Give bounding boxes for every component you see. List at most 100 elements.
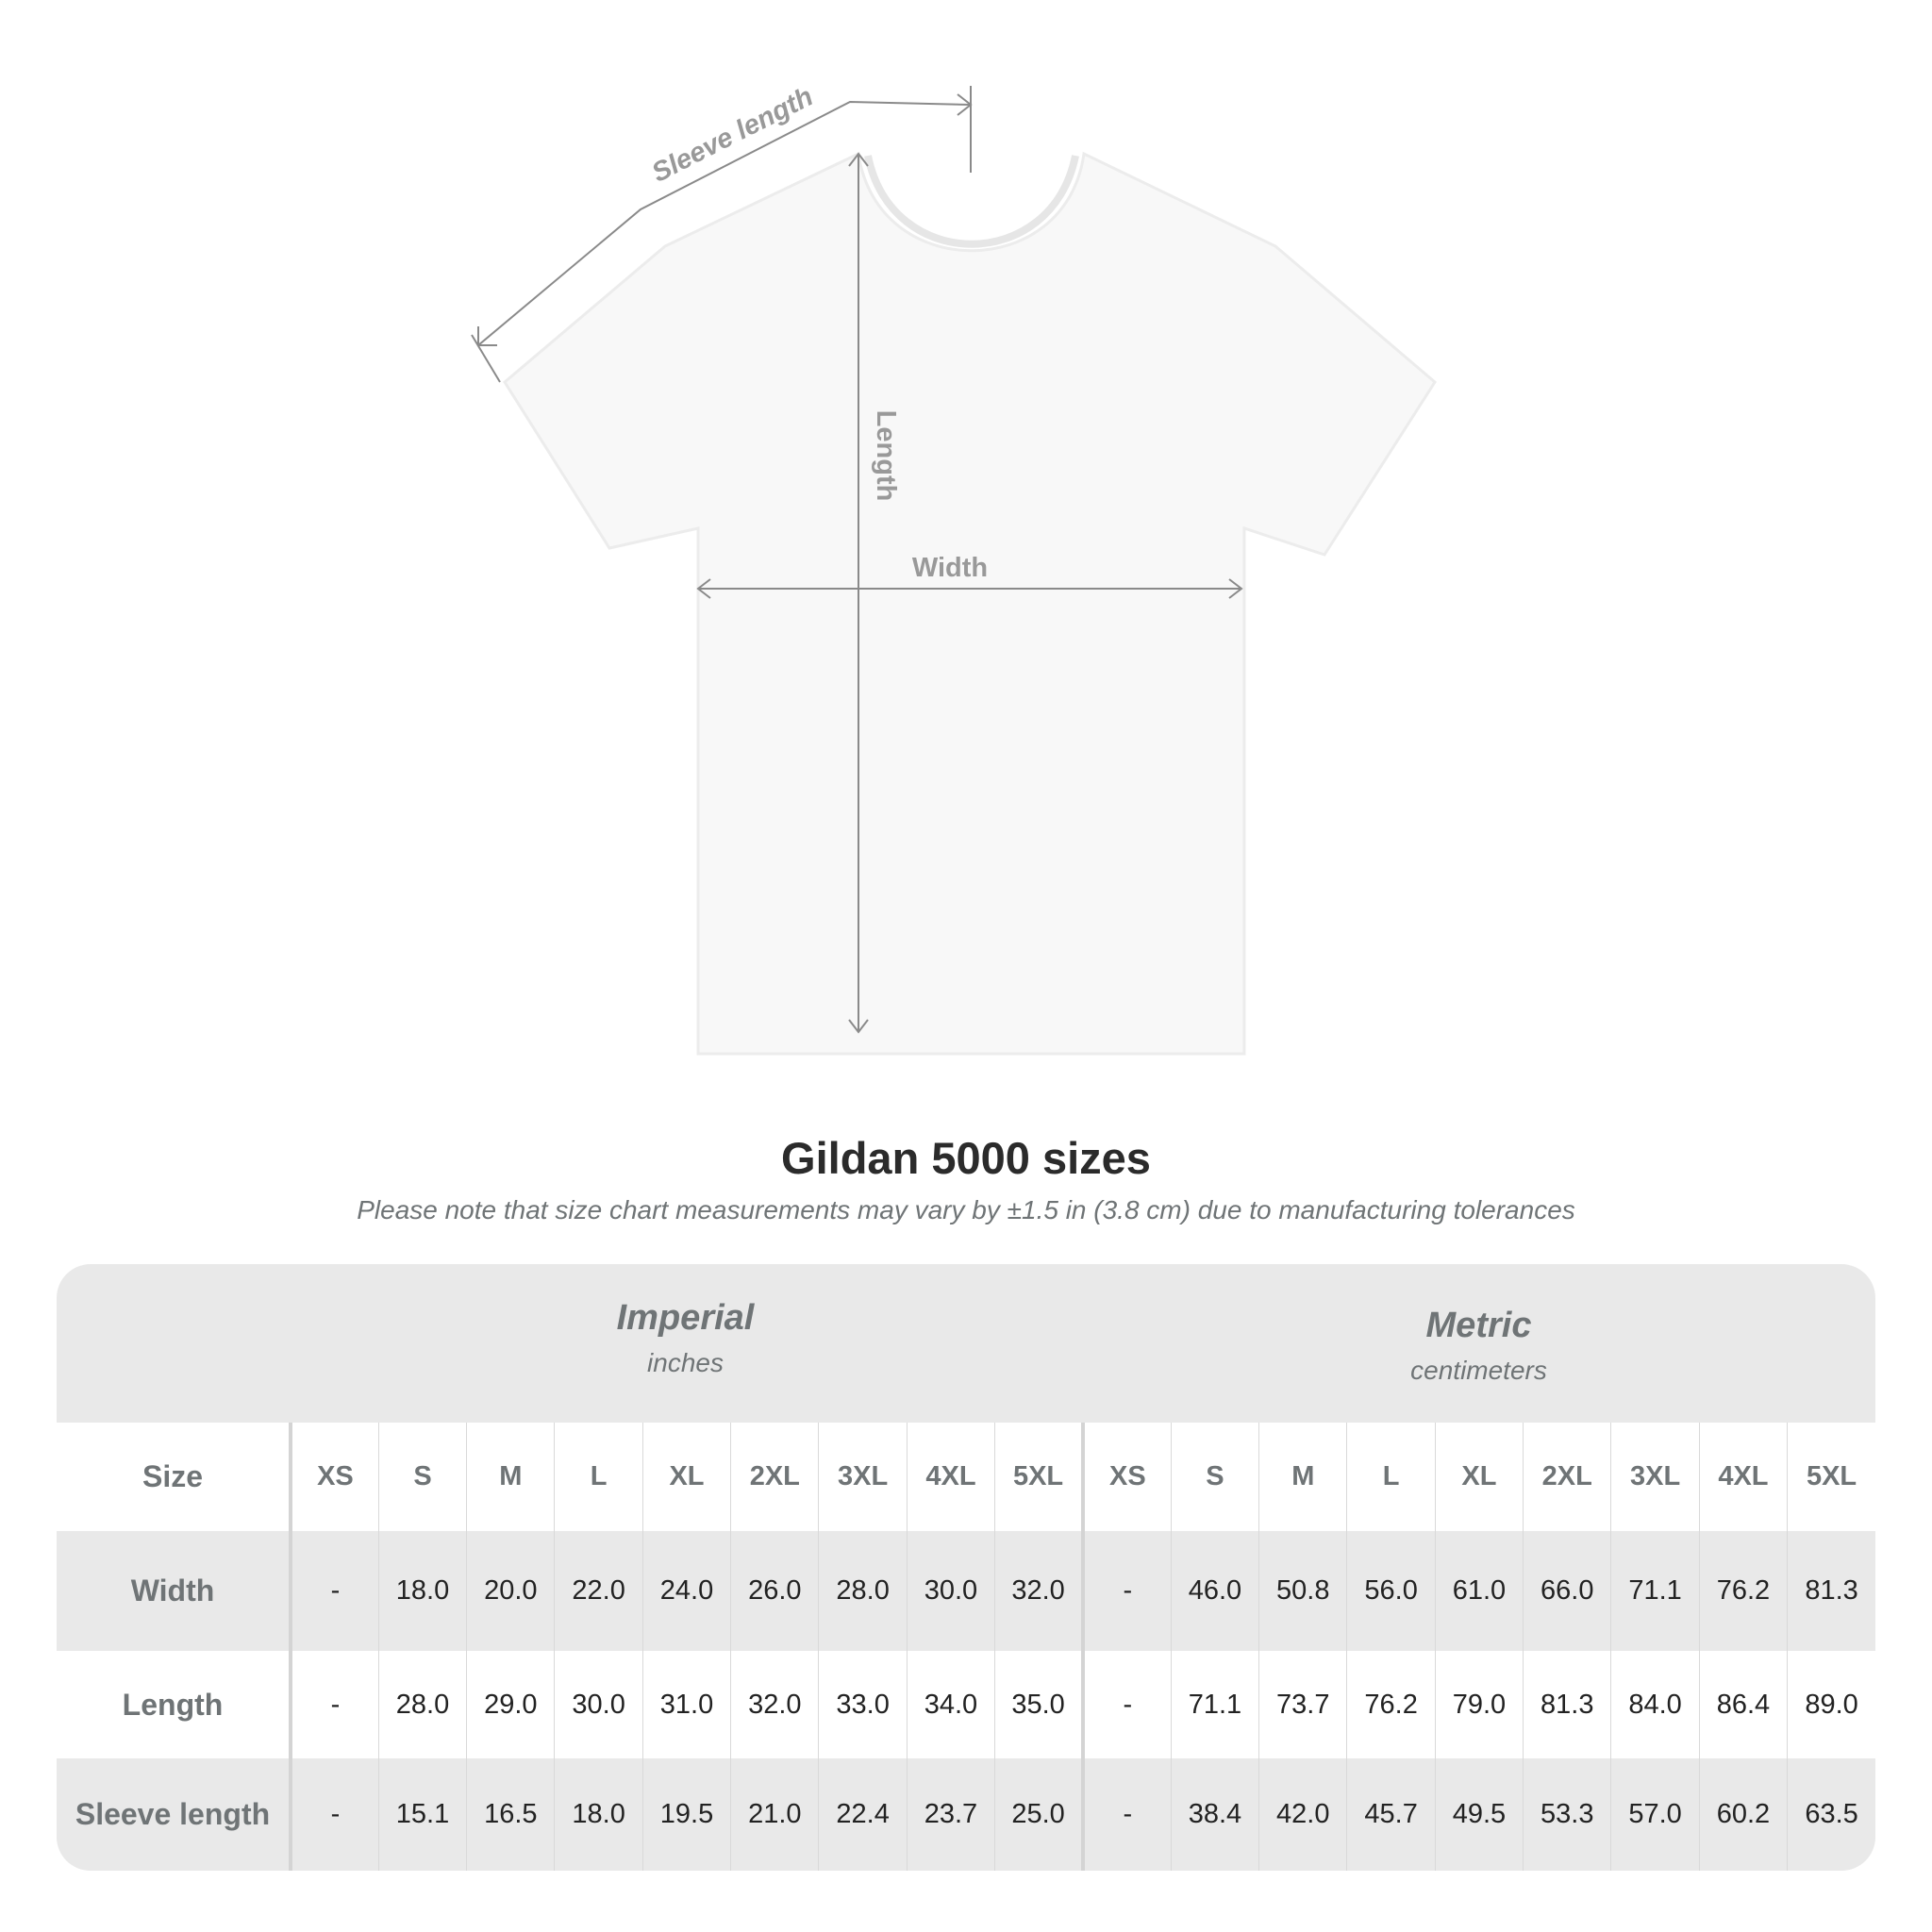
- metric-title: Metric: [1425, 1306, 1532, 1345]
- imperial-value: -: [290, 1758, 379, 1871]
- imperial-unit: inches: [647, 1348, 724, 1377]
- metric-value: 79.0: [1434, 1651, 1524, 1758]
- table-row: Sleeve length -15.1 16.5 18.0 19.5 21.0 22.4 23…: [57, 1758, 1875, 1871]
- metric-value: 46.0: [1170, 1531, 1259, 1651]
- width-arrow-left-icon: [696, 578, 711, 599]
- imperial-value: 15.1: [377, 1758, 467, 1871]
- metric-value: 60.2: [1698, 1758, 1788, 1871]
- imperial-title: Imperial: [616, 1298, 755, 1338]
- sleeve-length-line: [477, 100, 972, 346]
- metric-value: 81.3: [1787, 1531, 1875, 1651]
- imperial-value: 28.0: [377, 1651, 467, 1758]
- size-header-row: Size XS S M L XL 2XL 3XL 4XL 5XL XS S M L XL 2XL 3XL 4XL 5…: [57, 1423, 1875, 1531]
- length-label: Length: [871, 410, 901, 502]
- length-arrow-top-icon: [848, 152, 869, 167]
- tshirt-diagram: Sleeve length Length Width: [471, 81, 1437, 1056]
- imperial-value: 29.0: [466, 1651, 555, 1758]
- imperial-size-header: 2XL: [730, 1423, 819, 1531]
- imperial-value: 22.4: [818, 1758, 908, 1871]
- imperial-header: Imperial inches: [289, 1298, 1082, 1378]
- metric-size-header: M: [1258, 1423, 1347, 1531]
- metric-size-header: XS: [1080, 1423, 1172, 1531]
- metric-value: 61.0: [1434, 1531, 1524, 1651]
- imperial-size-header: XS: [290, 1423, 379, 1531]
- imperial-size-header: M: [466, 1423, 555, 1531]
- metric-value: 53.3: [1523, 1758, 1611, 1871]
- row-label: Width: [57, 1531, 292, 1651]
- metric-value: -: [1080, 1531, 1172, 1651]
- imperial-value: -: [290, 1651, 379, 1758]
- imperial-value: 22.0: [554, 1531, 643, 1651]
- width-label: Width: [912, 553, 988, 583]
- imperial-size-header: 5XL: [994, 1423, 1083, 1531]
- size-label: Size: [57, 1423, 292, 1531]
- imperial-value: -: [290, 1531, 379, 1651]
- imperial-value: 21.0: [730, 1758, 819, 1871]
- metric-size-header: S: [1170, 1423, 1259, 1531]
- imperial-value: 20.0: [466, 1531, 555, 1651]
- imperial-value: 18.0: [554, 1758, 643, 1871]
- imperial-value: 26.0: [730, 1531, 819, 1651]
- metric-value: 45.7: [1346, 1758, 1436, 1871]
- imperial-value: 33.0: [818, 1651, 908, 1758]
- length-arrow-bottom-icon: [848, 1019, 869, 1034]
- metric-size-header: 2XL: [1523, 1423, 1611, 1531]
- tshirt-shape: [503, 151, 1437, 1056]
- metric-value: 86.4: [1698, 1651, 1788, 1758]
- row-label: Length: [57, 1651, 292, 1758]
- metric-value: 81.3: [1523, 1651, 1611, 1758]
- metric-value: 50.8: [1258, 1531, 1347, 1651]
- imperial-size-header: S: [377, 1423, 467, 1531]
- metric-size-header: L: [1346, 1423, 1436, 1531]
- sleeve-arrow-right-icon: [957, 93, 973, 116]
- metric-value: 71.1: [1170, 1651, 1259, 1758]
- imperial-size-header: XL: [641, 1423, 731, 1531]
- table-row: Length -28.0 29.0 30.0 31.0 32.0 33.0 34.0 35.0-…: [57, 1651, 1875, 1758]
- metric-value: 56.0: [1346, 1531, 1436, 1651]
- size-table: Imperial inches Metric centimeters Size X…: [57, 1264, 1875, 1871]
- metric-unit: centimeters: [1410, 1356, 1547, 1385]
- metric-value: -: [1080, 1651, 1172, 1758]
- imperial-value: 32.0: [994, 1531, 1083, 1651]
- page-title: Gildan 5000 sizes: [781, 1133, 1151, 1183]
- metric-value: 66.0: [1523, 1531, 1611, 1651]
- imperial-value: 18.0: [377, 1531, 467, 1651]
- imperial-value: 35.0: [994, 1651, 1083, 1758]
- metric-value: 89.0: [1787, 1651, 1875, 1758]
- metric-value: 76.2: [1698, 1531, 1788, 1651]
- imperial-value: 31.0: [641, 1651, 731, 1758]
- metric-value: -: [1080, 1758, 1172, 1871]
- row-label: Sleeve length: [57, 1758, 292, 1871]
- metric-value: 42.0: [1258, 1758, 1347, 1871]
- metric-value: 84.0: [1610, 1651, 1700, 1758]
- width-arrow-right-icon: [1228, 578, 1243, 599]
- sleeve-length-label: Sleeve length: [647, 81, 818, 188]
- table-row: Width -18.0 20.0 22.0 24.0 26.0 28.0 30.0 32.0-4…: [57, 1531, 1875, 1651]
- imperial-size-header: L: [554, 1423, 643, 1531]
- metric-value: 49.5: [1434, 1758, 1524, 1871]
- metric-size-header: 3XL: [1610, 1423, 1700, 1531]
- imperial-value: 16.5: [466, 1758, 555, 1871]
- tshirt-collar: [864, 155, 1079, 248]
- metric-value: 57.0: [1610, 1758, 1700, 1871]
- imperial-value: 30.0: [554, 1651, 643, 1758]
- imperial-value: 28.0: [818, 1531, 908, 1651]
- imperial-size-header: 3XL: [818, 1423, 908, 1531]
- metric-header: Metric centimeters: [1082, 1306, 1875, 1386]
- metric-size-header: 4XL: [1698, 1423, 1788, 1531]
- metric-size-header: 5XL: [1787, 1423, 1875, 1531]
- sleeve-arrow-left-icon: [477, 326, 497, 346]
- imperial-value: 30.0: [906, 1531, 995, 1651]
- metric-value: 76.2: [1346, 1651, 1436, 1758]
- tolerance-note: Please note that size chart measurements…: [357, 1195, 1575, 1224]
- imperial-value: 34.0: [906, 1651, 995, 1758]
- metric-size-header: XL: [1434, 1423, 1524, 1531]
- metric-value: 63.5: [1787, 1758, 1875, 1871]
- size-grid: Size XS S M L XL 2XL 3XL 4XL 5XL XS S M L XL 2XL 3XL 4XL 5…: [57, 1423, 1875, 1871]
- imperial-value: 25.0: [994, 1758, 1083, 1871]
- metric-value: 38.4: [1170, 1758, 1259, 1871]
- imperial-size-header: 4XL: [906, 1423, 995, 1531]
- sleeve-end-tick: [471, 334, 501, 383]
- imperial-value: 32.0: [730, 1651, 819, 1758]
- metric-value: 73.7: [1258, 1651, 1347, 1758]
